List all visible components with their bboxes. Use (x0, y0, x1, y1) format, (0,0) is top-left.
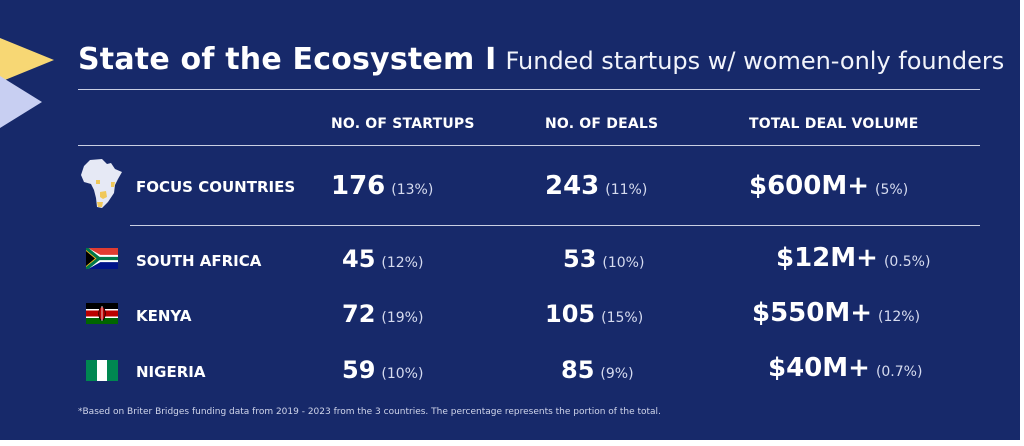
kenya-volume-value: $550M+ (12%) (752, 298, 920, 328)
sa-deals-number: 53 (563, 245, 597, 273)
kenya-deals-number: 105 (545, 300, 596, 328)
focus-volume-value: $600M+ (5%) (749, 171, 908, 201)
sa-startups-value: 45 (12%) (342, 245, 423, 273)
title-main: State of the Ecosystem I (78, 42, 497, 77)
nigeria-volume-number: $40M+ (768, 353, 870, 383)
column-header-startups: NO. OF STARTUPS (331, 116, 475, 132)
column-header-deals: NO. OF DEALS (545, 116, 659, 132)
row-label-south-africa: SOUTH AFRICA (136, 252, 262, 270)
footnote: *Based on Briter Bridges funding data fr… (78, 407, 661, 417)
kenya-flag-icon (86, 303, 118, 324)
yellow-triangle-decoration (0, 38, 54, 82)
nigeria-deals-pct: (9%) (600, 366, 634, 382)
kenya-startups-pct: (19%) (381, 310, 424, 326)
focus-startups-value: 176 (13%) (331, 171, 433, 201)
sa-volume-number: $12M+ (776, 243, 878, 273)
nigeria-volume-pct: (0.7%) (875, 364, 923, 380)
nigeria-flag-icon (86, 360, 118, 381)
nigeria-startups-pct: (10%) (381, 366, 424, 382)
kenya-startups-value: 72 (19%) (342, 300, 423, 328)
sa-volume-value: $12M+ (0.5%) (776, 243, 930, 273)
focus-startups-number: 176 (331, 171, 386, 201)
row-label-focus-countries: FOCUS COUNTRIES (136, 178, 296, 196)
south-africa-flag-icon (86, 248, 118, 269)
africa-map-icon (80, 158, 124, 214)
focus-startups-pct: (13%) (391, 182, 434, 198)
focus-deals-number: 243 (545, 171, 600, 201)
column-header-volume: TOTAL DEAL VOLUME (749, 116, 919, 132)
focus-volume-number: $600M+ (749, 171, 870, 201)
header-divider (78, 145, 980, 146)
kenya-deals-pct: (15%) (601, 310, 644, 326)
nigeria-volume-value: $40M+ (0.7%) (768, 353, 922, 383)
title-divider (78, 89, 980, 90)
nigeria-startups-value: 59 (10%) (342, 356, 423, 384)
page-title: State of the Ecosystem I Funded startups… (78, 42, 1004, 77)
kenya-volume-number: $550M+ (752, 298, 873, 328)
nigeria-deals-value: 85 (9%) (561, 356, 634, 384)
sa-deals-pct: (10%) (602, 255, 645, 271)
focus-volume-pct: (5%) (875, 182, 909, 198)
title-subtitle: Funded startups w/ women-only founders (505, 47, 1005, 75)
kenya-startups-number: 72 (342, 300, 376, 328)
sa-startups-pct: (12%) (381, 255, 424, 271)
focus-deals-pct: (11%) (605, 182, 648, 198)
sa-startups-number: 45 (342, 245, 376, 273)
row-label-kenya: KENYA (136, 307, 192, 325)
focus-deals-value: 243 (11%) (545, 171, 647, 201)
sa-deals-value: 53 (10%) (563, 245, 644, 273)
kenya-deals-value: 105 (15%) (545, 300, 643, 328)
lavender-triangle-decoration (0, 76, 42, 128)
focus-divider (130, 225, 980, 226)
sa-volume-pct: (0.5%) (883, 254, 931, 270)
nigeria-startups-number: 59 (342, 356, 376, 384)
kenya-volume-pct: (12%) (878, 309, 921, 325)
nigeria-deals-number: 85 (561, 356, 595, 384)
row-label-nigeria: NIGERIA (136, 363, 206, 381)
